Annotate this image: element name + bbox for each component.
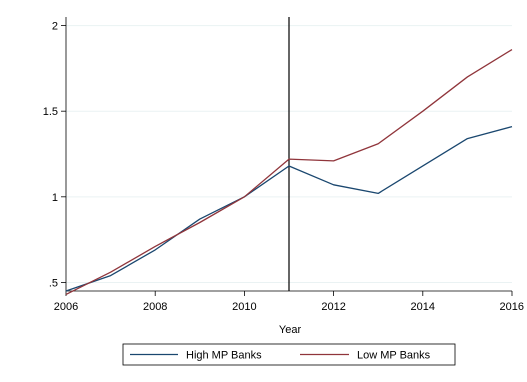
x-tick-label: 2010	[232, 301, 256, 313]
x-axis-ticks: 2006 2008 2010 2012 2014 2016	[54, 291, 524, 313]
y-tick-label: 1.5	[43, 106, 58, 118]
x-tick-label: 2016	[500, 301, 524, 313]
y-tick-label: .5	[49, 277, 58, 289]
y-tick-label: 1	[52, 192, 58, 204]
legend: High MP Banks Low MP Banks	[122, 343, 456, 366]
series-line-high-mp-banks	[65, 125, 513, 292]
legend-box	[122, 343, 456, 366]
series-lines	[65, 48, 513, 296]
x-axis-title: Year	[279, 324, 302, 336]
y-axis-ticks: .5 1 1.5 2	[43, 21, 66, 289]
legend-label-high-mp-banks: High MP Banks	[186, 350, 262, 362]
x-tick-label: 2012	[321, 301, 345, 313]
x-tick-label: 2006	[54, 301, 78, 313]
legend-label-low-mp-banks: Low MP Banks	[357, 350, 431, 362]
y-tick-label: 2	[52, 21, 58, 33]
x-tick-label: 2008	[143, 301, 167, 313]
x-tick-label: 2014	[411, 301, 435, 313]
series-line-low-mp-banks	[65, 48, 513, 296]
